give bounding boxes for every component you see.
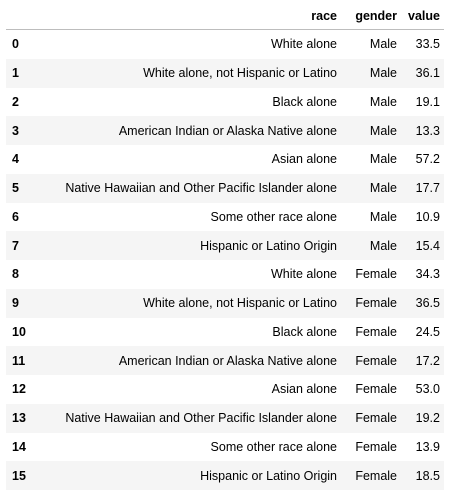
cell-value: 18.5: [401, 461, 444, 490]
cell-value: 36.1: [401, 58, 444, 88]
cell-gender: Female: [341, 461, 401, 490]
table-row: 0 White alone Male 33.5: [6, 30, 444, 59]
cell-value: 36.5: [401, 288, 444, 318]
cell-race: Some other race alone: [210, 209, 337, 224]
cell-race: Asian alone: [271, 152, 337, 167]
cell-gender: Female: [341, 288, 401, 318]
dataframe-table: race gender value 0 White alone Male 33.5 1 W…: [6, 2, 444, 490]
cell-race: Hispanic or Latino Origin: [36, 461, 341, 490]
cell-gender: Female: [355, 324, 397, 339]
cell-race: Asian alone: [271, 382, 337, 397]
cell-value: 19.2: [401, 403, 444, 433]
cell-race: White alone: [270, 267, 337, 282]
row-index: 10: [12, 324, 26, 339]
row-index: 3: [6, 116, 36, 145]
table-row: 15 Hispanic or Latino Origin Female 18.5: [6, 461, 444, 490]
table-row: 4 Asian alone Male 57.2: [6, 145, 444, 174]
cell-gender: Female: [355, 267, 397, 282]
row-index: 2: [12, 94, 19, 109]
header-row: race gender value: [6, 2, 444, 30]
cell-race: White alone: [270, 37, 337, 52]
row-index: 7: [6, 231, 36, 260]
column-header-race: race: [36, 2, 341, 30]
row-index: 5: [6, 173, 36, 203]
table-header: race gender value: [6, 2, 444, 30]
cell-race: Black alone: [272, 324, 337, 339]
cell-gender: Male: [369, 152, 397, 167]
cell-value: 13.3: [401, 116, 444, 145]
cell-race: Black alone: [272, 94, 337, 109]
cell-value: 13.9: [415, 439, 440, 454]
cell-gender: Female: [341, 403, 401, 433]
row-index: 15: [6, 461, 36, 490]
table-row: 12 Asian alone Female 53.0: [6, 375, 444, 404]
table-row: 3 American Indian or Alaska Native alone M…: [6, 116, 444, 145]
cell-gender: Male: [369, 94, 397, 109]
row-index: 14: [12, 439, 26, 454]
cell-gender: Male: [341, 173, 401, 203]
table-row: 5 Native Hawaiian and Other Pacific Islan…: [6, 173, 444, 203]
cell-value: 19.1: [415, 94, 440, 109]
cell-race: American Indian or Alaska Native alone: [36, 116, 341, 145]
cell-value: 57.2: [415, 152, 440, 167]
row-index: 12: [12, 382, 26, 397]
column-header-value: value: [401, 2, 444, 30]
cell-gender: Female: [355, 382, 397, 397]
cell-value: 10.9: [415, 209, 440, 224]
cell-race: White alone, not Hispanic or Latino: [36, 288, 341, 318]
row-index: 4: [12, 152, 19, 167]
cell-value: 53.0: [415, 382, 440, 397]
cell-value: 17.2: [401, 346, 444, 375]
table-row: 7 Hispanic or Latino Origin Male 15.4: [6, 231, 444, 260]
cell-race: Native Hawaiian and Other Pacific Island…: [36, 173, 341, 203]
row-index: 13: [6, 403, 36, 433]
cell-gender: Female: [341, 346, 401, 375]
row-index: 0: [12, 37, 19, 52]
cell-gender: Male: [341, 231, 401, 260]
cell-gender: Male: [369, 209, 397, 224]
cell-value: 33.5: [415, 37, 440, 52]
row-index: 8: [12, 267, 19, 282]
row-index: 6: [12, 209, 19, 224]
table-row: 6 Some other race alone Male 10.9: [6, 203, 444, 232]
cell-race: Native Hawaiian and Other Pacific Island…: [36, 403, 341, 433]
cell-gender: Male: [341, 116, 401, 145]
row-index: 1: [6, 58, 36, 88]
column-header-gender: gender: [341, 2, 401, 30]
cell-gender: Female: [355, 439, 397, 454]
table-row: 8 White alone Female 34.3: [6, 260, 444, 289]
table-row: 13 Native Hawaiian and Other Pacific Isla…: [6, 403, 444, 433]
cell-gender: Male: [369, 37, 397, 52]
table-body: 0 White alone Male 33.5 1 White alone, not Hi…: [6, 30, 444, 490]
cell-value: 15.4: [401, 231, 444, 260]
cell-race: American Indian or Alaska Native alone: [36, 346, 341, 375]
row-index: 9: [6, 288, 36, 318]
cell-value: 17.7: [401, 173, 444, 203]
table-row: 2 Black alone Male 19.1: [6, 88, 444, 117]
row-index: 11: [6, 346, 36, 375]
table-row: 1 White alone, not Hispanic or Latino Male…: [6, 58, 444, 88]
cell-value: 34.3: [415, 267, 440, 282]
table-row: 9 White alone, not Hispanic or Latino Fema…: [6, 288, 444, 318]
cell-value: 24.5: [415, 324, 440, 339]
cell-race: White alone, not Hispanic or Latino: [36, 58, 341, 88]
cell-race: Hispanic or Latino Origin: [36, 231, 341, 260]
cell-gender: Male: [341, 58, 401, 88]
index-header: [6, 2, 36, 30]
table-row: 11 American Indian or Alaska Native alone…: [6, 346, 444, 375]
table-row: 10 Black alone Female 24.5: [6, 318, 444, 347]
cell-race: Some other race alone: [210, 439, 337, 454]
table-row: 14 Some other race alone Female 13.9: [6, 433, 444, 462]
